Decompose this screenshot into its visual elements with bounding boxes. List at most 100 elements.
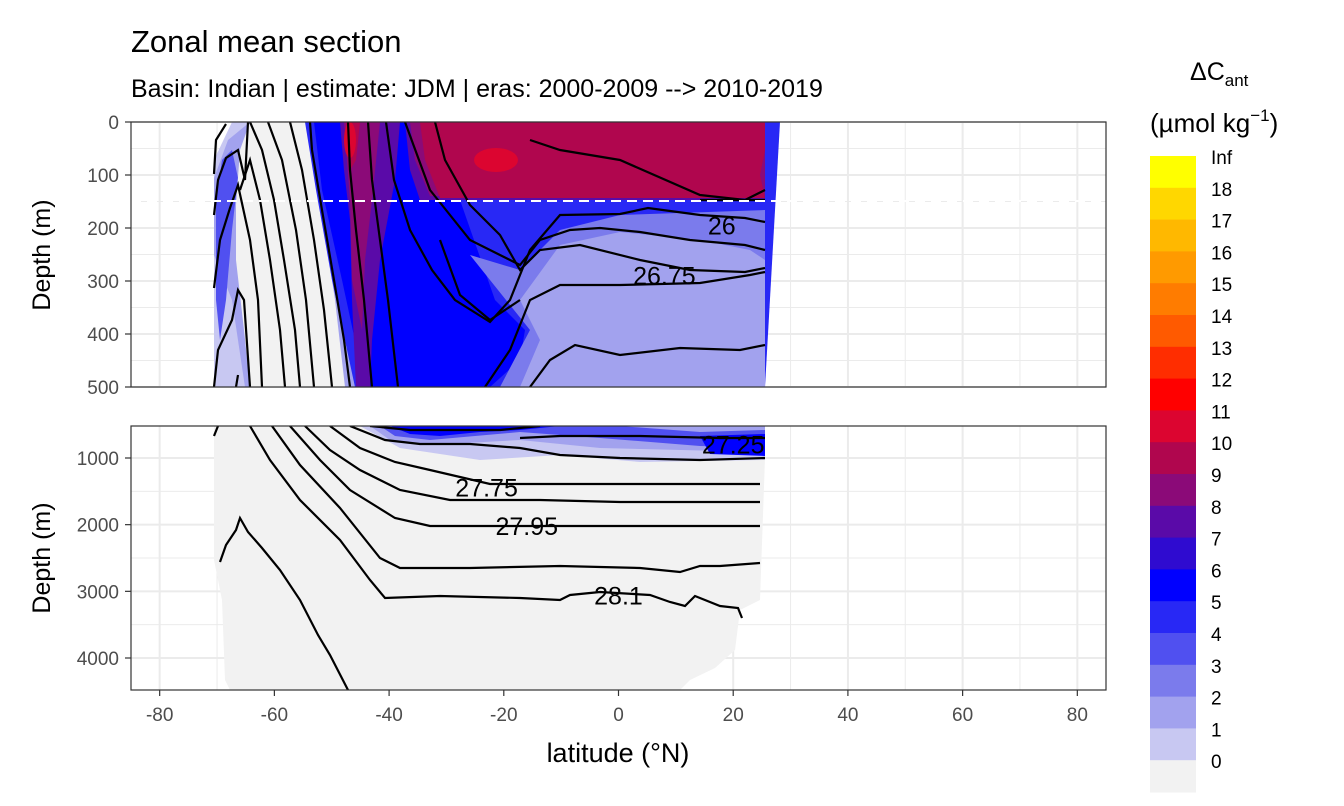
legend-key — [1150, 760, 1196, 793]
legend-key — [1150, 537, 1196, 570]
isopycnal-top-09 — [288, 122, 334, 387]
legend-key — [1150, 346, 1196, 380]
legend-label: 6 — [1211, 561, 1222, 582]
bottom-contours — [212, 426, 766, 690]
legend-unit-main: (µmol kg — [1150, 108, 1250, 138]
color-legend: ΔCant (µmol kg−1) Inf1817161514131211109… — [1150, 58, 1278, 793]
legend-label: 0 — [1211, 752, 1222, 773]
legend-label: 5 — [1211, 593, 1222, 614]
contour-label: 26 — [708, 212, 736, 240]
isopycnal-top-04 — [212, 286, 252, 387]
axes: -80 -60 -40 -20 0 20 40 60 80 0 100 200 300 400 500 100… — [77, 113, 1088, 726]
legend-label: 8 — [1211, 498, 1222, 519]
isopycnal-top-15 — [433, 122, 766, 274]
isopycnal-bot-06 — [304, 426, 760, 504]
chart-subtitle: Basin: Indian | estimate: JDM | eras: 20… — [131, 75, 823, 103]
legend-label: 13 — [1211, 339, 1232, 360]
legend-label: 4 — [1211, 625, 1222, 646]
isopycnal-top-12 — [366, 122, 400, 387]
x-tick-label: -20 — [490, 705, 517, 726]
contour-label: 27.25 — [702, 432, 765, 460]
legend-title-main: ΔC — [1190, 58, 1225, 86]
legend-key — [1150, 601, 1196, 634]
field-west-max — [344, 122, 356, 158]
isopycnal-top-10 — [308, 122, 352, 387]
legend-key — [1150, 633, 1196, 666]
y-tick-label: 300 — [87, 272, 119, 293]
isopycnal-top-19 — [529, 343, 766, 387]
legend-label: 16 — [1211, 243, 1232, 264]
x-tick-label: 40 — [837, 705, 858, 726]
isopycnal-top-03 — [212, 180, 264, 387]
isopycnal-bot-07 — [329, 426, 760, 486]
legend-label: 3 — [1211, 657, 1222, 678]
field-region-10-11-upper — [420, 122, 765, 198]
legend-label: 1 — [1211, 720, 1222, 741]
isopycnal-top-18 — [438, 239, 521, 322]
legend-key — [1150, 569, 1196, 602]
isopycnal-top-11 — [346, 122, 374, 387]
deep-field-near-zero — [214, 426, 765, 690]
y-tick-label: 100 — [87, 166, 119, 187]
legend-title-sub: ant — [1225, 71, 1249, 90]
deep-field-6-7-east — [700, 434, 765, 456]
field-max-core — [474, 148, 518, 172]
legend-key — [1150, 696, 1196, 729]
legend-key — [1150, 219, 1196, 252]
legend-key — [1150, 156, 1196, 189]
y-tick-label: 1000 — [77, 449, 119, 470]
legend-label: 7 — [1211, 530, 1222, 551]
isopycnal-bot-05 — [289, 426, 760, 528]
x-tick-label: 0 — [613, 705, 624, 726]
isopycnal-top-13 — [384, 122, 766, 324]
isopycnal-bot-10 — [519, 434, 765, 440]
legend-key — [1150, 410, 1196, 443]
chart-title: Zonal mean section — [131, 24, 402, 59]
legend-key — [1150, 315, 1196, 348]
x-tick-label: 60 — [952, 705, 973, 726]
isopycnal-top-05 — [234, 374, 240, 387]
isopycnal-bot-04 — [271, 426, 761, 574]
y-axis-title-top: Depth (m) — [28, 199, 56, 310]
legend-key — [1150, 378, 1196, 411]
bottom-panel-field — [214, 426, 765, 690]
legend-label: 14 — [1211, 307, 1233, 328]
x-tick-label: -60 — [261, 705, 288, 726]
x-tick-label: -80 — [146, 705, 173, 726]
y-tick-label: 4000 — [77, 649, 119, 670]
y-axis-title-bottom: Depth (m) — [28, 502, 56, 613]
isopycnal-top-08 — [266, 122, 316, 387]
contour-label: 28.1 — [594, 582, 643, 610]
legend-label: 11 — [1211, 402, 1231, 423]
isopycnal-top-01 — [212, 123, 227, 175]
contour-label: 27.95 — [495, 513, 558, 541]
top-contours — [131, 122, 1106, 387]
legend-key — [1150, 664, 1196, 698]
isopycnal-bot-09 — [369, 426, 541, 432]
legend-unit-close: ) — [1270, 108, 1279, 138]
legend-label: 10 — [1211, 434, 1232, 455]
y-tick-label: 2000 — [77, 516, 119, 537]
legend-key — [1150, 187, 1196, 221]
y-tick-label: 0 — [108, 113, 119, 134]
x-axis-title: latitude (°N) — [547, 738, 690, 768]
top-panel-field — [214, 122, 780, 387]
legend-key — [1150, 474, 1196, 507]
top-panel-border — [130, 121, 1107, 388]
legend-label: 9 — [1211, 466, 1222, 487]
legend-key — [1150, 283, 1196, 316]
isopycnal-top-20 — [484, 270, 766, 387]
legend-key — [1150, 251, 1196, 284]
legend-key — [1150, 442, 1196, 475]
legend-label: 2 — [1211, 689, 1222, 710]
isopycnal-bot-08 — [349, 426, 766, 462]
y-tick-label: 400 — [87, 325, 119, 346]
x-tick-label: 20 — [723, 705, 744, 726]
x-tick-label: 80 — [1067, 705, 1088, 726]
legend-label: 17 — [1211, 212, 1232, 233]
y-tick-label: 3000 — [77, 582, 119, 603]
isopycnal-bot-01 — [212, 426, 220, 437]
legend-key — [1150, 505, 1196, 539]
